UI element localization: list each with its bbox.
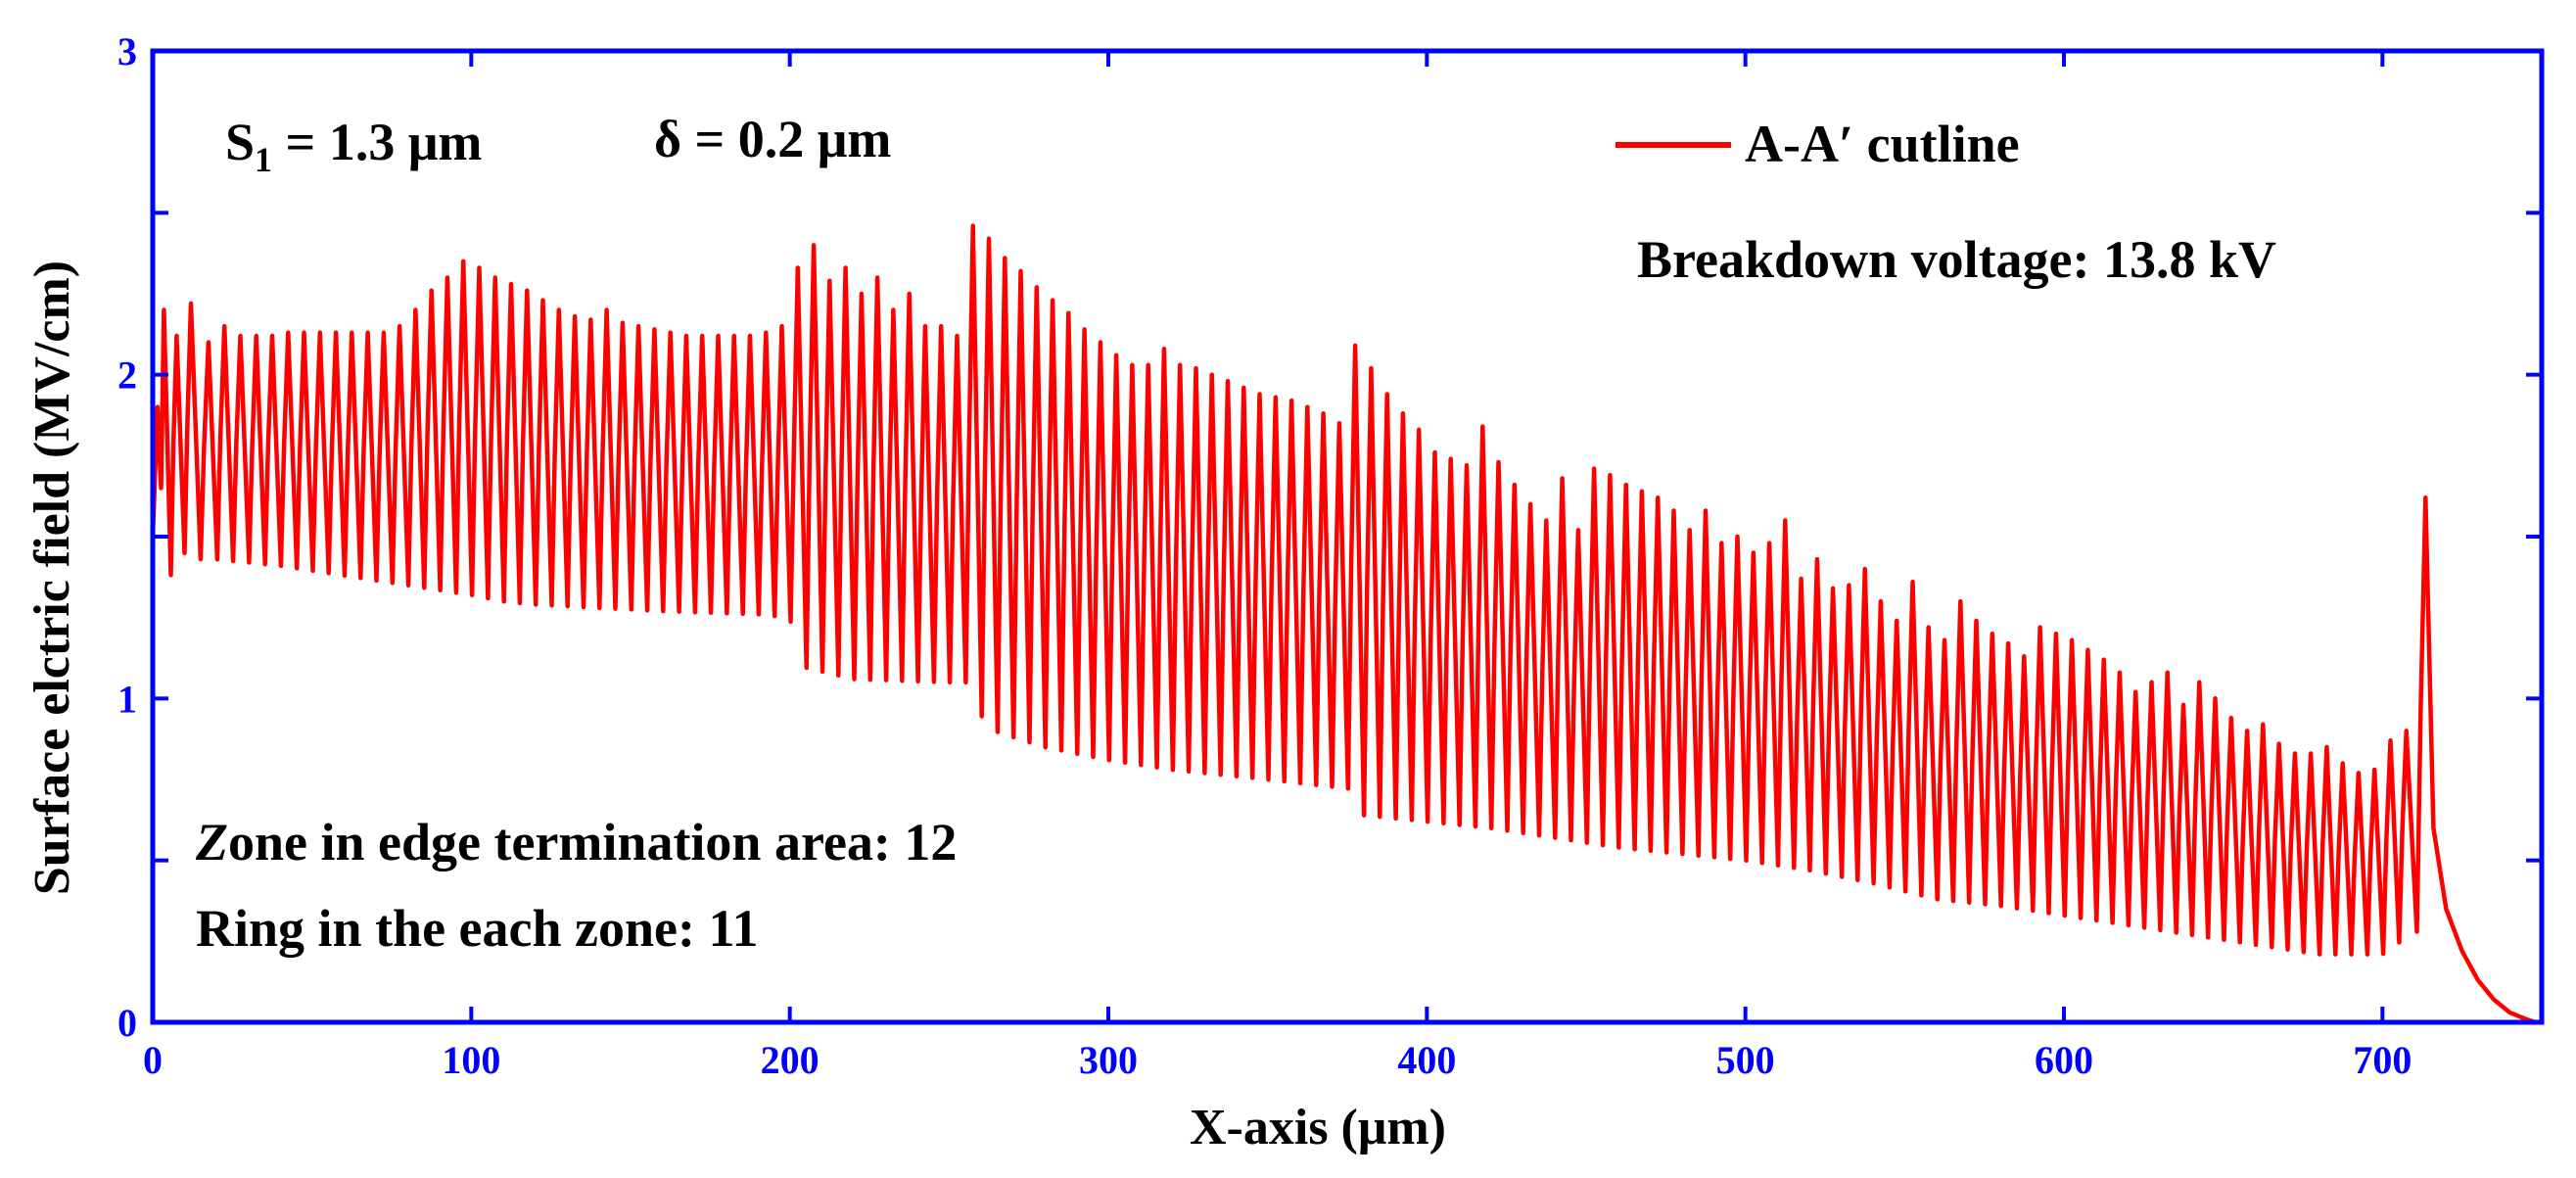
y-tick-label: 0 [117,1001,137,1045]
plot-frame [150,48,2545,1025]
zone-text: one in edge termination area: 12 [228,813,957,872]
x-tick-label: 700 [2353,1038,2412,1082]
zone-annotation: Zone in edge termination area: 12 [195,813,957,872]
s1-annotation: S1 = 1.3 μm [225,113,482,179]
x-tick-label: 600 [2035,1038,2093,1082]
zone-italic-letter: Z [195,813,228,872]
y-axis-title: Surface elctric field (MV/cm) [24,260,80,895]
series-line-a-a-cutline [150,223,2537,1025]
y-tick-label: 2 [117,353,137,398]
y-tick-label: 3 [117,29,137,73]
s1-subscript: 1 [255,140,272,179]
s1-value: = 1.3 μm [272,113,482,171]
s1-symbol: S [225,113,255,171]
x-tick-label: 200 [761,1038,820,1082]
x-axis-ticks: 0 100 200 300 400 500 600 700 [143,51,2412,1082]
x-tick-label: 0 [143,1038,163,1082]
y-axis-ticks: 0 1 2 3 [117,29,2542,1045]
x-tick-label: 100 [442,1038,500,1082]
legend-label: A-A′ cutline [1745,115,2020,173]
x-tick-label: 300 [1079,1038,1138,1082]
x-axis-title: X-axis (μm) [1190,1100,1446,1155]
breakdown-voltage-annotation: Breakdown voltage: 13.8 kV [1637,230,2276,289]
ring-annotation: Ring in the each zone: 11 [196,899,759,958]
x-tick-label: 500 [1716,1038,1775,1082]
y-tick-label: 1 [117,677,137,721]
x-tick-label: 400 [1397,1038,1456,1082]
delta-annotation: δ = 0.2 μm [654,110,891,168]
